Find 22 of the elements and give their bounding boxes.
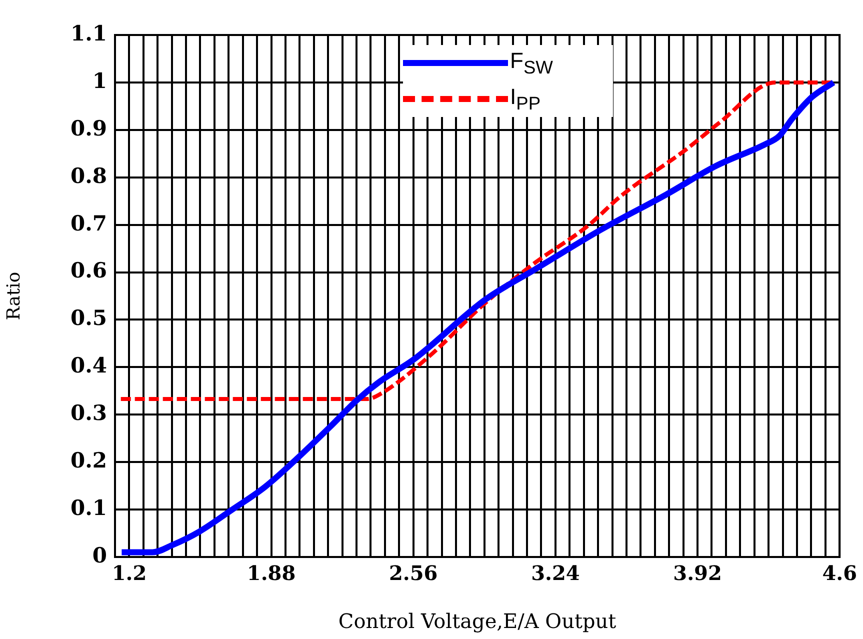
y-tick-label: 0	[92, 542, 107, 568]
y-tick-label: 0.7	[70, 210, 107, 236]
y-axis-title: Ratio	[3, 272, 24, 320]
y-tick-label: 1	[92, 68, 107, 93]
y-tick-label: 0.1	[70, 495, 107, 520]
x-tick-label: 3.24	[531, 561, 580, 586]
x-tick-label: 2.56	[389, 561, 438, 586]
y-tick-label: 0.2	[70, 448, 107, 473]
y-tick-label: 0.9	[70, 115, 107, 140]
x-tick-label: 1.88	[246, 561, 296, 586]
y-tick-label: 0.5	[70, 305, 107, 330]
legend-label: F$_{SW}$	[510, 48, 553, 78]
y-tick-label: 0.3	[70, 400, 107, 426]
y-tick-label: 1.1	[70, 20, 107, 46]
x-axis-title: Control Voltage,E/A Output	[338, 609, 616, 634]
y-tick-label: 0.4	[70, 352, 107, 378]
legend-label: I$_{PP}$	[510, 84, 541, 114]
x-tick-label: 1.2	[112, 561, 147, 586]
x-tick-label: 4.6	[822, 561, 857, 586]
x-tick-label: 3.92	[673, 561, 722, 586]
y-tick-label: 0.8	[70, 162, 107, 188]
y-tick-label: 0.6	[70, 258, 107, 283]
